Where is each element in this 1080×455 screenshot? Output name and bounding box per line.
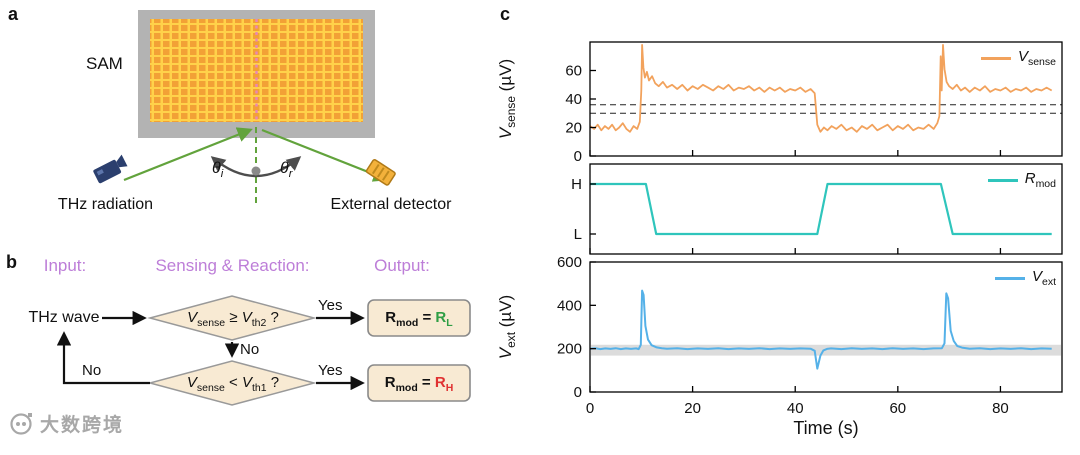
rmod-legend: Rmod	[987, 170, 1056, 190]
output-header: Output:	[374, 256, 430, 275]
x-tick-label: 80	[992, 400, 1009, 417]
output2-text: Rmod = RH	[384, 374, 454, 394]
pivot-dot	[251, 166, 261, 176]
watermark-text: 大数跨境	[40, 415, 125, 436]
vext-ytick-label: 600	[557, 254, 582, 271]
panel-c-letter: c	[500, 4, 511, 24]
vext-legend-swatch	[994, 276, 1025, 280]
vext-frame	[589, 261, 1063, 393]
flowchart-drawing	[56, 295, 471, 406]
vsense-legend-swatch	[980, 56, 1011, 60]
incident-beam	[123, 127, 253, 182]
input-header: Input:	[43, 256, 87, 275]
theta-r-label: θr	[280, 160, 293, 181]
thz-radiation-label: THz radiation	[57, 196, 154, 213]
vext-legend: Vext	[994, 268, 1056, 288]
V_ext-line	[589, 289, 1052, 370]
vext-axis-label: Vext (µV)	[495, 294, 519, 360]
vsense-ytick-label: 0	[574, 148, 582, 165]
vsense-ytick-label: 40	[565, 91, 582, 108]
output2-box	[367, 364, 471, 402]
output1-box	[367, 299, 471, 337]
no2-label: No	[82, 362, 102, 379]
external-detector-icon	[365, 159, 396, 186]
output1-text: Rmod = RL	[385, 309, 453, 329]
R_mod-line	[590, 182, 1052, 236]
vsense-legend: Vsense	[980, 48, 1056, 68]
panel-a-letter: a	[8, 4, 19, 24]
rmod-legend-label: Rmod	[1024, 170, 1056, 190]
vext-legend-label: Vext	[1031, 268, 1056, 288]
thz-source-icon	[93, 154, 128, 184]
panel-a: a	[0, 0, 480, 250]
external-detector-label: External detector	[330, 196, 452, 213]
x-tick-label: 40	[787, 400, 804, 417]
no1-label: No	[240, 341, 260, 358]
yes2-label: Yes	[318, 362, 343, 379]
vsense-legend-label: Vsense	[1017, 48, 1056, 68]
vext-ytick-label: 0	[574, 384, 582, 401]
decision2-text: Vsense < Vth1 ?	[186, 374, 280, 394]
vsense-ytick-label: 60	[565, 63, 582, 80]
rmod-frame	[589, 163, 1063, 255]
yes1-label: Yes	[318, 297, 343, 314]
time-axis-label: Time (s)	[793, 418, 859, 438]
V_sense-line	[589, 44, 1053, 133]
x-tick-label: 60	[889, 400, 906, 417]
sam-label: SAM	[86, 54, 123, 73]
panel-b: b Input: Sensing & Reaction: Output: THz…	[0, 250, 490, 425]
panel-c: c 0 20 40 60 H L 0 200 400 600 0 20 40 60 80 Vsense (µ…	[490, 0, 1080, 455]
theta-i-label: θi	[212, 160, 224, 181]
vsense-axis-label: Vsense (µV)	[495, 58, 519, 140]
sensing-reaction-header: Sensing & Reaction:	[155, 256, 310, 275]
rmod-ytick-label: H	[571, 176, 582, 193]
watermark-logo	[10, 412, 32, 435]
vsense-ytick-label: 20	[565, 120, 582, 137]
panel-a-drawing	[93, 10, 396, 207]
vext-ytick-label: 200	[557, 341, 582, 358]
decision1-text: Vsense ≥ Vth2 ?	[187, 309, 279, 329]
x-tick-label: 20	[684, 400, 701, 417]
rmod-legend-swatch	[987, 178, 1018, 182]
decision2-diamond	[147, 360, 317, 406]
thz-wave-label: THz wave	[28, 309, 100, 326]
x-tick-label: 0	[586, 400, 594, 417]
angle-arc	[210, 156, 302, 178]
vext-ytick-label: 400	[557, 297, 582, 314]
reflected-beam	[261, 128, 389, 182]
decision1-diamond	[147, 295, 317, 341]
time-series-plots: 0 20 40 60 H L 0 200 400 600 0 20 40 60 80	[557, 41, 1063, 417]
rmod-ytick-label: L	[574, 226, 582, 243]
watermark: 大数跨境	[8, 410, 124, 437]
feedback-arrow	[56, 331, 150, 385]
panel-b-letter: b	[6, 252, 17, 272]
